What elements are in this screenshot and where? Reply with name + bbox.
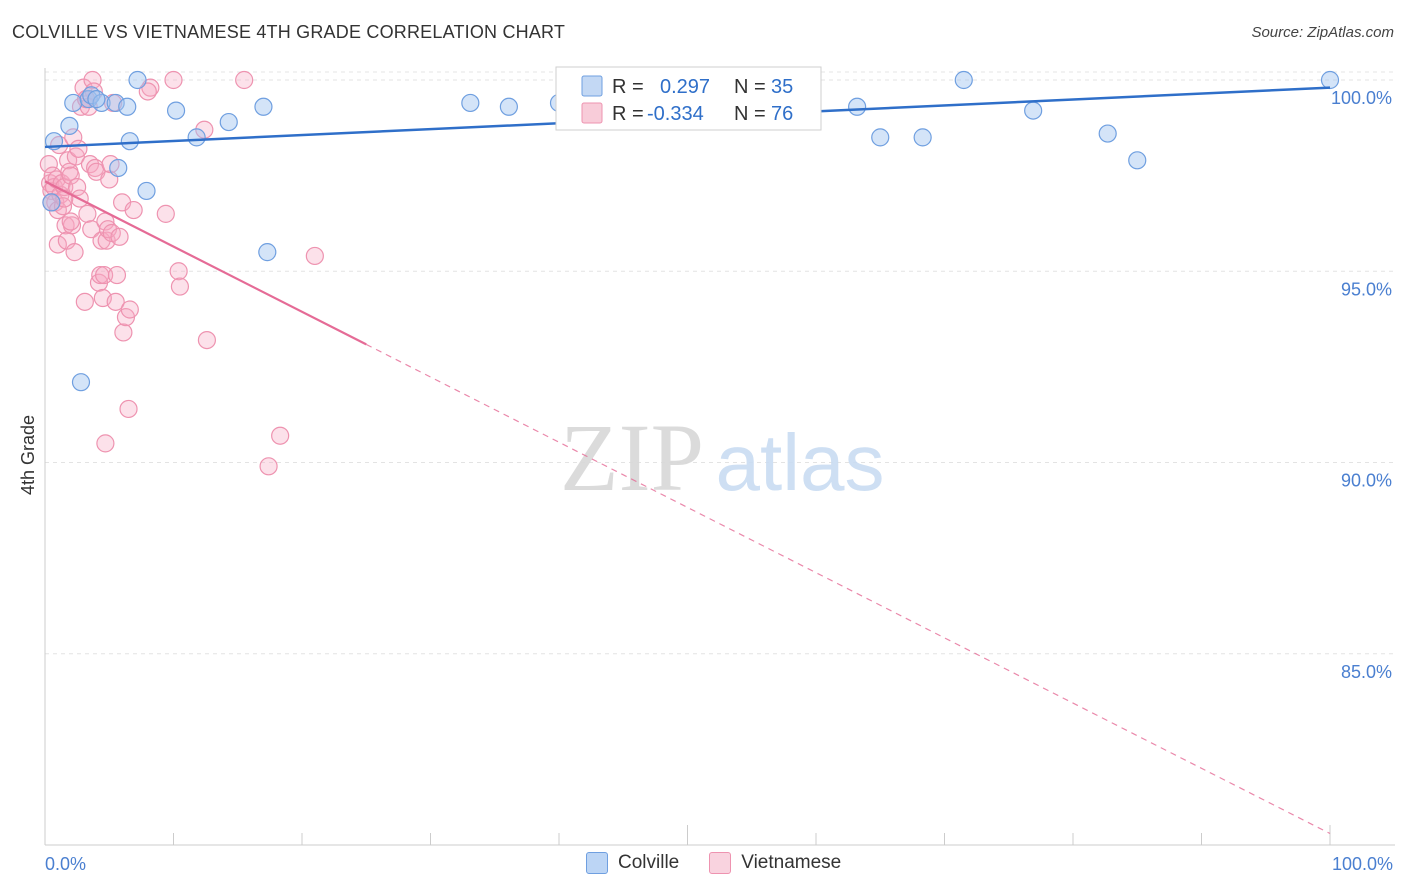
colville-point bbox=[42, 193, 61, 212]
y-tick-label: 85.0% bbox=[1341, 662, 1392, 682]
vietnamese-point bbox=[106, 292, 125, 311]
colville-point bbox=[499, 97, 518, 116]
vietnamese-points bbox=[39, 70, 324, 476]
vietnamese-point bbox=[92, 231, 111, 250]
vietnamese-point bbox=[114, 323, 133, 342]
vietnamese-point bbox=[53, 197, 73, 216]
vietnamese-point bbox=[197, 331, 217, 350]
vietnamese-point bbox=[96, 434, 115, 453]
legend-swatch-colville bbox=[581, 75, 603, 97]
vietnamese-point bbox=[61, 212, 80, 231]
colville-point bbox=[60, 116, 79, 136]
stats-legend: R = 0.297 N = 35 R = -0.334 N = 76 bbox=[555, 66, 822, 131]
vietnamese-point bbox=[169, 262, 188, 281]
colville-swatch bbox=[586, 852, 608, 874]
vietnamese-point bbox=[110, 227, 129, 246]
vietnamese-point bbox=[195, 120, 214, 139]
colville-point bbox=[128, 70, 147, 90]
source-label: Source: ZipAtlas.com bbox=[1251, 24, 1394, 41]
colville-point bbox=[1024, 101, 1043, 120]
vietnamese-point bbox=[235, 70, 254, 90]
vietnamese-point bbox=[138, 82, 157, 101]
x-tick-labels: 0.0% 100.0% bbox=[45, 854, 1393, 874]
colville-point bbox=[120, 132, 139, 151]
vietnamese-label: Vietnamese bbox=[741, 852, 842, 873]
vietnamese-point bbox=[156, 204, 175, 223]
vietnamese-point bbox=[271, 426, 290, 445]
colville-point bbox=[118, 97, 137, 116]
watermark-atlas: atlas bbox=[716, 418, 885, 507]
colville-point bbox=[258, 243, 277, 262]
bottom-legend: Colville Vietnamese bbox=[586, 852, 871, 874]
y-tick-label: 95.0% bbox=[1341, 279, 1392, 299]
vietnamese-point bbox=[164, 70, 183, 90]
vietnamese-point bbox=[95, 265, 114, 285]
vietnamese-point bbox=[65, 243, 84, 262]
vietnamese-point bbox=[107, 265, 127, 285]
vietnamese-point bbox=[305, 246, 324, 266]
y-tick-labels: 100.0% 95.0% 90.0% 85.0% bbox=[1331, 88, 1392, 682]
legend-swatch-vietnamese bbox=[581, 102, 603, 124]
legend-r-label-1: R = bbox=[612, 76, 644, 98]
x-tick-label: 100.0% bbox=[1332, 854, 1393, 874]
vietnamese-trend-extension bbox=[365, 343, 1331, 835]
colville-point bbox=[106, 93, 125, 113]
colville-point bbox=[848, 97, 867, 116]
vietnamese-point bbox=[120, 300, 139, 319]
legend-r-value-2: -0.334 bbox=[647, 103, 704, 125]
legend-n-value-2: 76 bbox=[771, 103, 793, 125]
colville-point bbox=[1128, 151, 1147, 170]
legend-n-label-1: N = bbox=[734, 76, 766, 98]
chart-title: COLVILLE VS VIETNAMESE 4TH GRADE CORRELA… bbox=[12, 22, 566, 42]
legend-n-label-2: N = bbox=[734, 103, 766, 125]
grid-lines bbox=[45, 71, 1395, 655]
watermark-zip: ZIP bbox=[560, 404, 704, 511]
colville-point bbox=[109, 158, 128, 178]
colville-point bbox=[1320, 70, 1340, 90]
legend-r-value-1: 0.297 bbox=[660, 76, 710, 98]
vietnamese-point bbox=[78, 204, 97, 223]
colville-point bbox=[254, 97, 273, 116]
legend-n-value-1: 35 bbox=[771, 76, 793, 98]
colville-point bbox=[871, 128, 890, 147]
colville-point bbox=[64, 93, 83, 113]
colville-point bbox=[137, 181, 156, 201]
y-axis-title: 4th Grade bbox=[18, 415, 38, 495]
vietnamese-point bbox=[124, 200, 143, 220]
colville-point bbox=[219, 112, 238, 132]
watermark: ZIP atlas bbox=[560, 404, 884, 511]
colville-point bbox=[166, 101, 186, 120]
colville-label: Colville bbox=[618, 852, 680, 873]
vietnamese-point bbox=[259, 457, 278, 476]
vietnamese-point bbox=[119, 399, 138, 419]
vietnamese-point bbox=[48, 235, 67, 254]
y-tick-label: 100.0% bbox=[1331, 88, 1392, 108]
vietnamese-point bbox=[75, 292, 94, 311]
colville-point bbox=[954, 70, 973, 90]
vietnamese-point bbox=[61, 166, 80, 185]
bottom-legend-colville[interactable]: Colville bbox=[586, 852, 679, 874]
colville-point bbox=[913, 128, 932, 147]
colville-point bbox=[461, 93, 480, 113]
x-tick-label: 0.0% bbox=[45, 854, 86, 874]
colville-point bbox=[1098, 124, 1117, 143]
bottom-legend-vietnamese[interactable]: Vietnamese bbox=[709, 852, 841, 874]
legend-r-label-2: R = bbox=[612, 103, 644, 125]
vietnamese-trend-line bbox=[44, 180, 367, 346]
vietnamese-point bbox=[69, 139, 88, 158]
colville-point bbox=[71, 373, 91, 392]
vietnamese-swatch bbox=[709, 852, 732, 874]
y-tick-label: 90.0% bbox=[1341, 471, 1392, 491]
colville-point bbox=[187, 128, 206, 147]
colville-point bbox=[87, 90, 106, 109]
vietnamese-point bbox=[170, 277, 190, 296]
vietnamese-point bbox=[83, 70, 102, 90]
vietnamese-point bbox=[39, 155, 58, 174]
vietnamese-point bbox=[68, 178, 87, 197]
